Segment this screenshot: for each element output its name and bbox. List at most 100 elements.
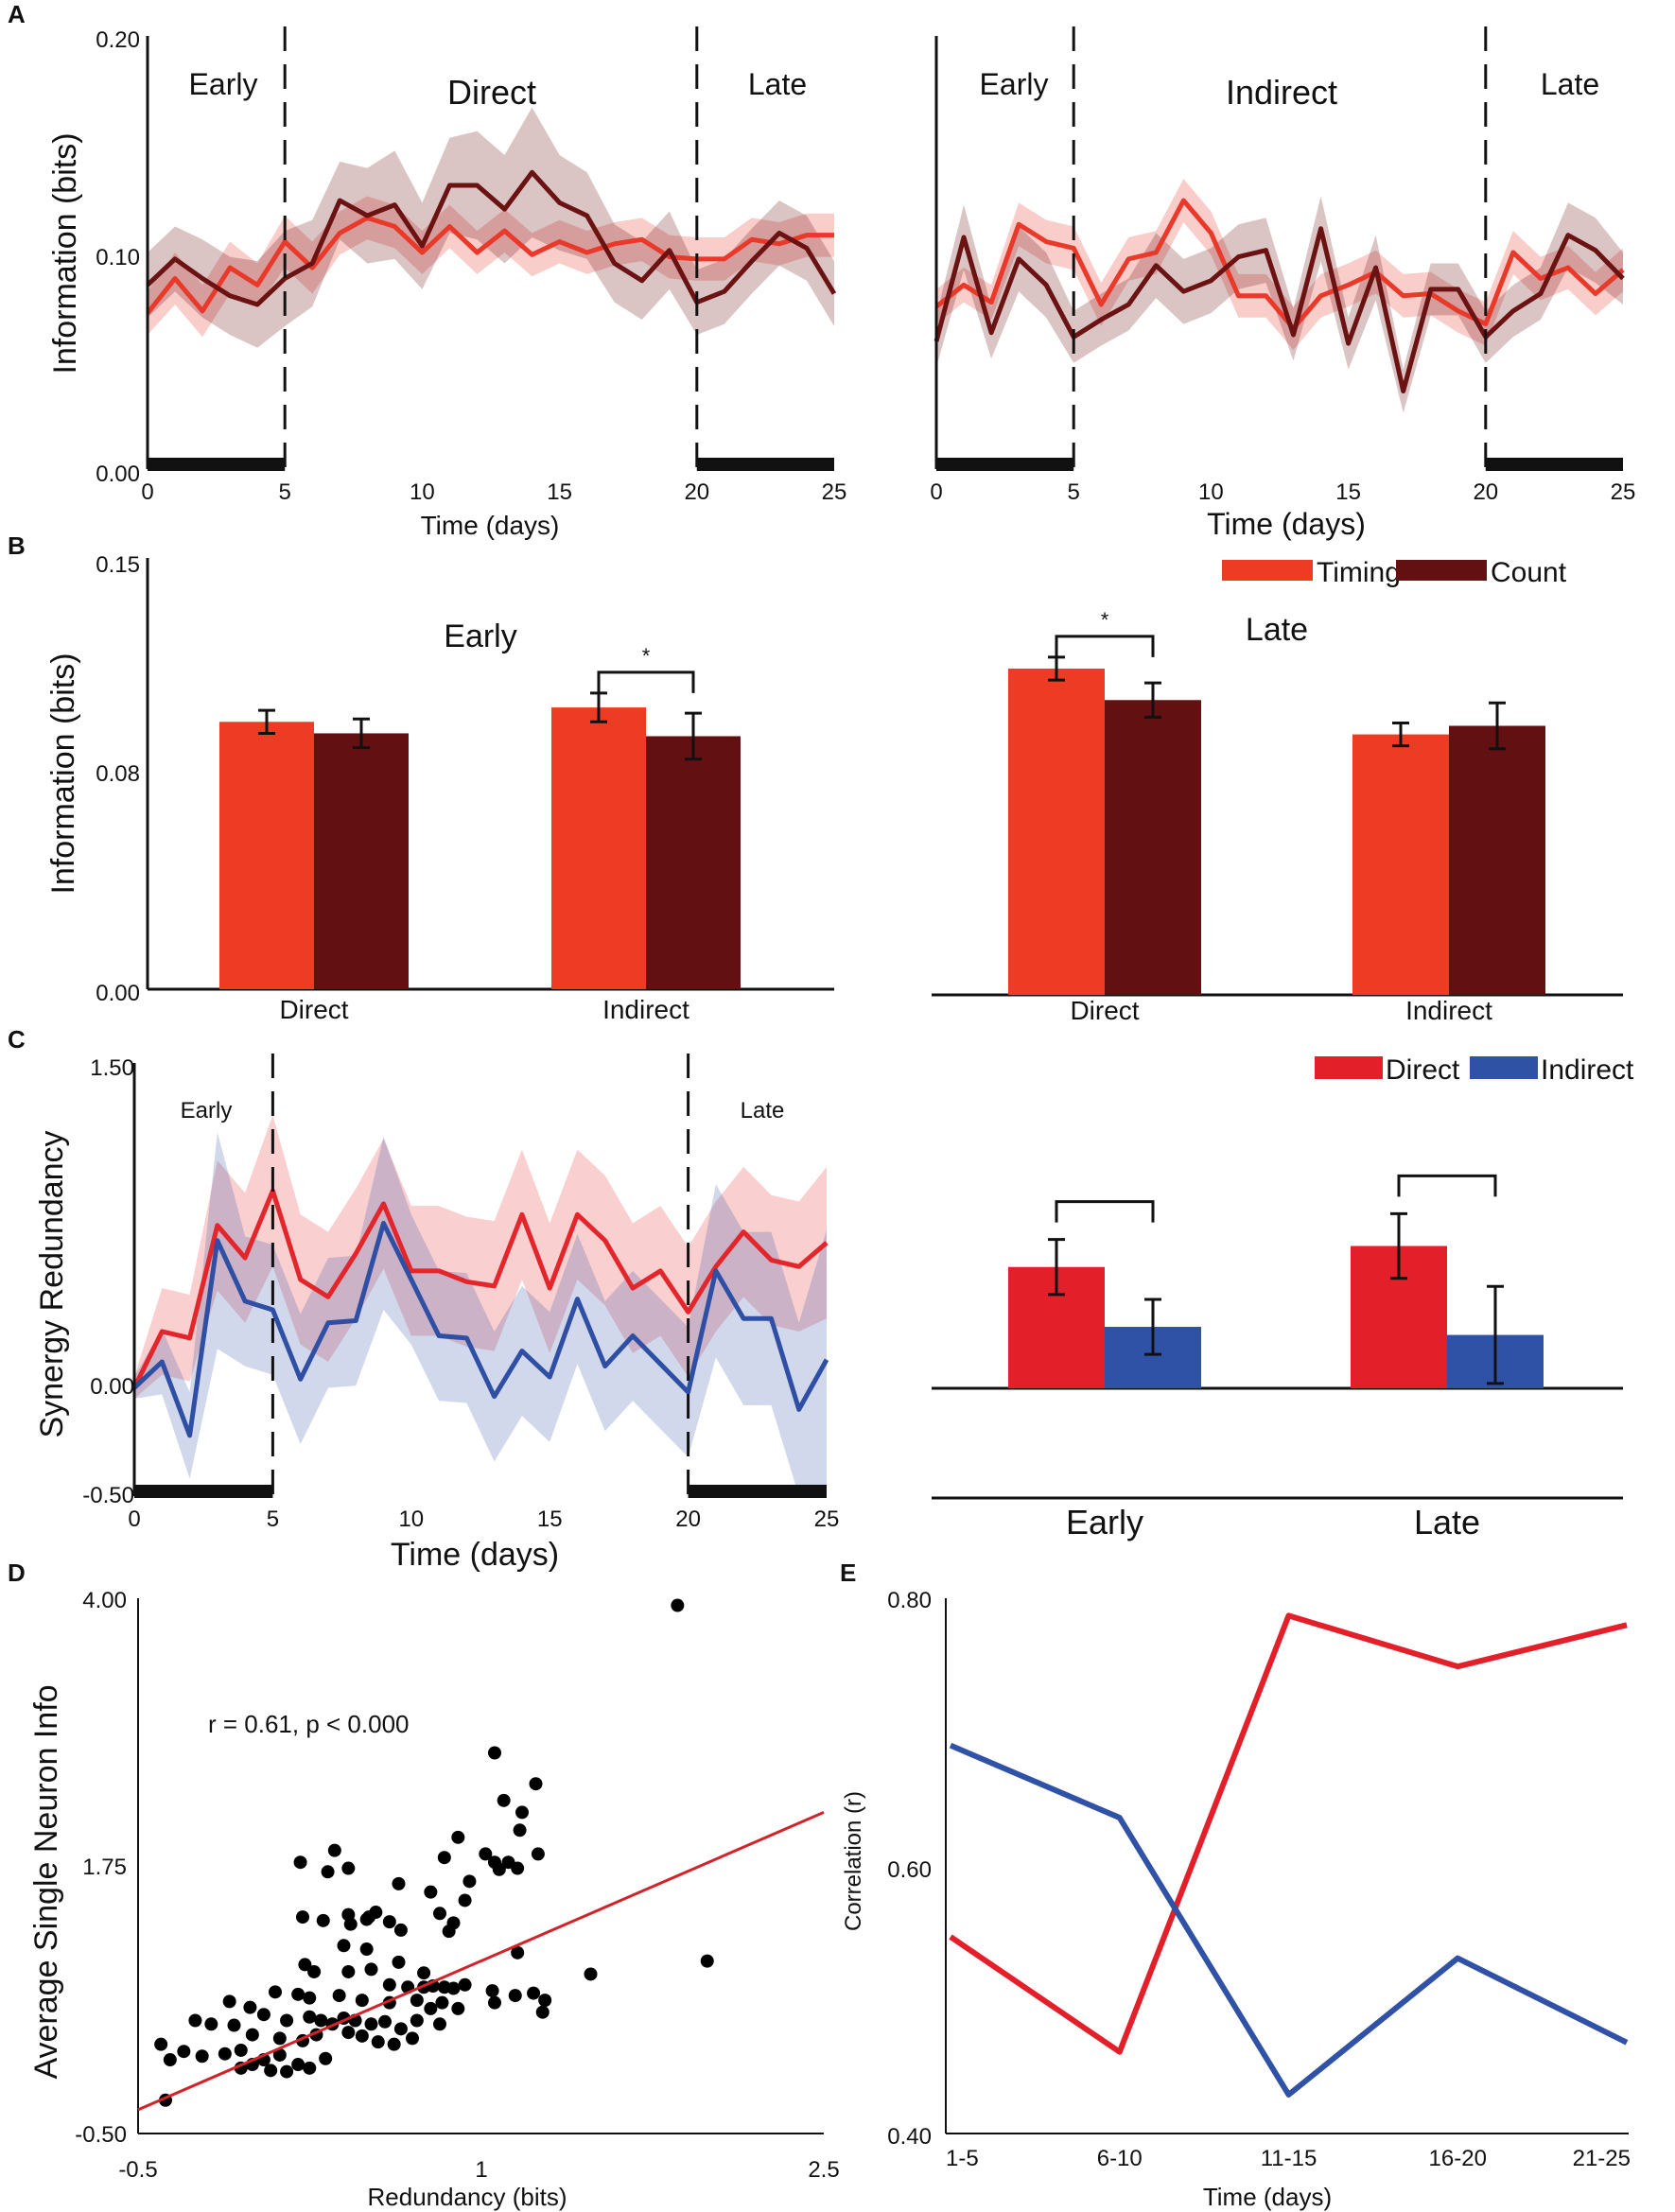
- d-point-73: [303, 2010, 317, 2024]
- d-point-69: [222, 1994, 236, 2009]
- a-direct-early-bar: [148, 458, 286, 471]
- c-line-early-bar: [134, 1485, 273, 1498]
- b-late-sig-label-direct: *: [1101, 608, 1109, 632]
- c-line-xtick-5: 5: [267, 1507, 279, 1532]
- b-early-sig-label-indirect: *: [642, 644, 651, 668]
- d-point-34: [337, 1939, 351, 1953]
- b-late-xtick-indirect: Indirect: [1405, 996, 1492, 1025]
- c-line-ytick-0: -0.50: [82, 1483, 134, 1508]
- panel-b-early: Information (bits) 0.00 0.08 0.15 Early …: [45, 552, 834, 1024]
- d-point-68: [535, 2005, 550, 2019]
- e-xtick-16-20: 16-20: [1429, 2146, 1487, 2171]
- c-legend-label-direct: Direct: [1386, 1054, 1460, 1086]
- d-point-42: [364, 1962, 378, 1977]
- a-indirect-title: Indirect: [1226, 73, 1337, 112]
- d-plot: [137, 1598, 825, 2134]
- d-point-58: [410, 1994, 424, 2008]
- c-line-plot: 0 5 10 15 20 25: [128, 1054, 839, 1532]
- b-early-bar-indirect-timing: [551, 707, 646, 989]
- b-legend-label-timing: Timing: [1317, 557, 1401, 588]
- d-point-31: [433, 1907, 446, 1921]
- b-legend-label-count: Count: [1491, 557, 1567, 588]
- a-direct-ytick-2: 0.20: [96, 27, 140, 53]
- a-direct-title: Direct: [447, 73, 536, 112]
- d-point-62: [451, 2001, 465, 2015]
- c-line-line-indirect: [132, 1220, 829, 1438]
- a-direct-plot: 0 5 10 15 20 25: [141, 26, 846, 505]
- e-line-indirect: [949, 1742, 1629, 2098]
- a-direct-xlabel: Time (days): [421, 511, 560, 540]
- panel-a-indirect: Early Indirect Late Time (days) 0 5 10 15 20…: [930, 26, 1635, 541]
- c-line-line-direct: [131, 1188, 829, 1389]
- b-late-xtick-direct: Direct: [1070, 996, 1139, 1025]
- a-indirect-early-bar: [936, 458, 1074, 471]
- c-line-xlabel: Time (days): [391, 1537, 559, 1573]
- b-late-bar-indirect-count: [1449, 725, 1545, 995]
- d-annotation: r = 0.61, p < 0.000: [208, 1710, 410, 1738]
- a-indirect-phase-early: Early: [980, 67, 1049, 101]
- d-point-37: [584, 1967, 598, 1981]
- b-legend: Timing Count: [1222, 557, 1567, 588]
- d-point-45: [382, 1977, 396, 1992]
- a-direct-phase-late: Late: [748, 67, 807, 101]
- c-line-ylabel: Synergy Redundancy: [34, 1130, 70, 1437]
- b-early-ytick-labels: 0.00 0.08 0.15: [96, 552, 140, 1006]
- c-line-ytick-labels: -0.50 0.00 1.50: [82, 1055, 134, 1508]
- e-xtick-11-15: 11-15: [1261, 2146, 1317, 2171]
- d-point-5: [513, 1823, 527, 1838]
- a-direct-band-count: [148, 107, 834, 348]
- c-bars-plot: Early Late: [932, 1174, 1623, 1541]
- c-line-xtick-0: 0: [128, 1507, 140, 1532]
- d-xtick-0: -0.5: [118, 2157, 157, 2183]
- d-ylabel: Average Single Neuron Info: [28, 1684, 64, 2079]
- d-point-80: [393, 2022, 408, 2036]
- d-point-66: [538, 1994, 552, 2008]
- c-line-ytick-1: 0.00: [90, 1374, 134, 1400]
- b-early-ytick-0: 0.00: [96, 981, 140, 1006]
- d-point-3: [515, 1805, 529, 1820]
- c-line-band-direct: [134, 1114, 827, 1399]
- e-ytick-2: 0.80: [887, 1588, 932, 1613]
- panel-letter-b: B: [8, 531, 26, 560]
- c-line-xtick-10: 10: [398, 1507, 424, 1532]
- a-indirect-xtick-20: 20: [1473, 479, 1498, 505]
- a-indirect-xtick-0: 0: [930, 479, 942, 505]
- d-point-94: [177, 2045, 191, 2059]
- d-point-106: [163, 2053, 177, 2067]
- d-ytick-labels: -0.50 1.75 4.00: [75, 1588, 127, 2148]
- a-direct-band-timing: [148, 196, 834, 338]
- d-point-71: [256, 2008, 270, 2022]
- d-point-30: [393, 1923, 408, 1937]
- d-point-1: [488, 1746, 501, 1760]
- a-indirect-xlabel: Time (days): [1207, 507, 1366, 541]
- b-legend-swatch-timing: [1222, 560, 1313, 581]
- d-point-67: [488, 1995, 501, 2010]
- d-point-9: [531, 1847, 545, 1861]
- c-legend-swatch-direct: [1315, 1056, 1383, 1079]
- d-point-102: [264, 2064, 278, 2078]
- d-point-96: [218, 2047, 232, 2061]
- e-xtick-6-10: 6-10: [1097, 2146, 1143, 2171]
- d-point-84: [227, 2018, 241, 2032]
- a-indirect-xtick-10: 10: [1198, 479, 1224, 505]
- d-point-56: [355, 1994, 369, 2008]
- e-ylabel: Correlation (r): [841, 1791, 866, 1931]
- a-direct-xtick-5: 5: [279, 479, 291, 505]
- a-indirect-line-count: [933, 226, 1625, 394]
- d-point-105: [154, 2037, 168, 2051]
- d-point-55: [332, 1989, 346, 2003]
- d-point-12: [327, 1843, 341, 1857]
- d-point-0: [671, 1598, 685, 1612]
- d-point-39: [298, 1958, 312, 1972]
- c-bars-sig-bracket-late: [1397, 1174, 1497, 1197]
- d-point-14: [492, 1862, 506, 1876]
- a-indirect-band-count: [936, 196, 1623, 413]
- a-direct-xtick-25: 25: [822, 479, 847, 505]
- panel-letter-e: E: [840, 1559, 856, 1587]
- a-direct-line-count: [146, 169, 837, 307]
- b-late-plot: Direct Indirect *: [932, 608, 1623, 1025]
- d-point-10: [293, 1855, 307, 1870]
- c-bars-sig-bracket-early: [1055, 1200, 1155, 1223]
- e-ytick-1: 0.60: [887, 1857, 932, 1883]
- a-indirect-xtick-5: 5: [1068, 479, 1080, 505]
